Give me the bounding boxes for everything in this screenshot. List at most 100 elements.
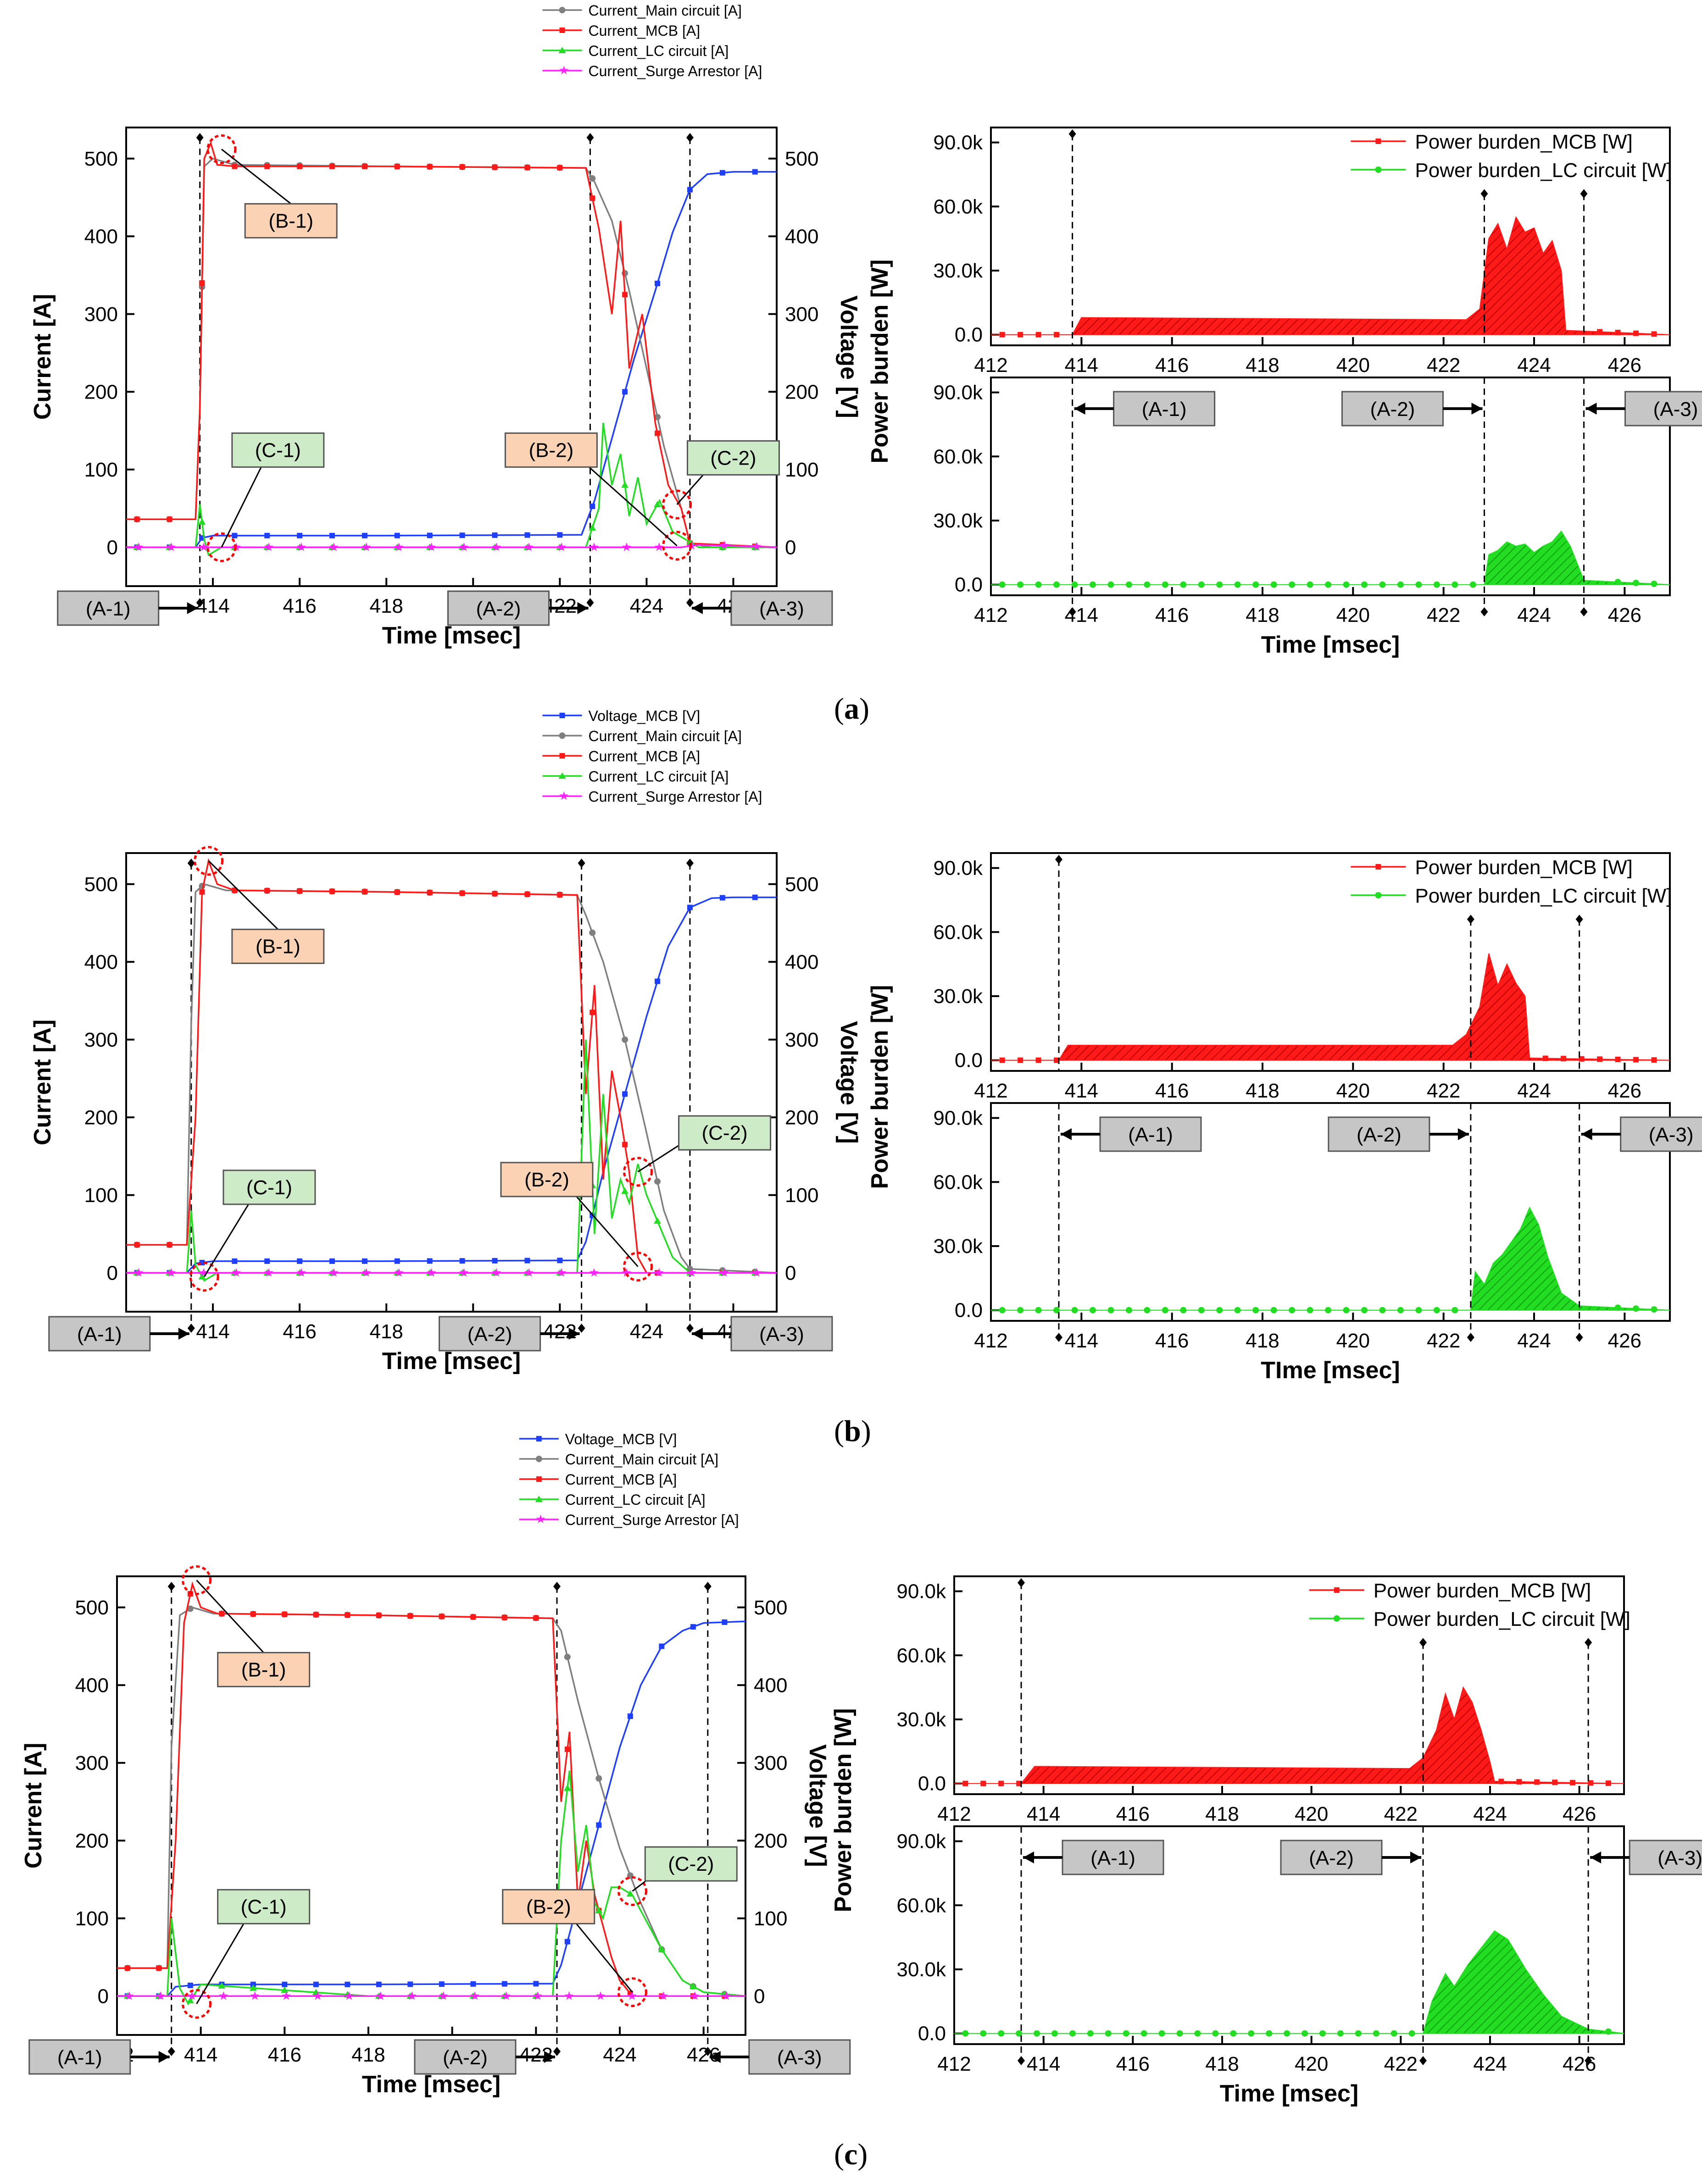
chart-c-left-1-arrow-head <box>544 2051 555 2063</box>
chart-a-left-series-marker-3 <box>654 501 662 508</box>
chart-b-right-sub0-marker <box>1633 1057 1639 1063</box>
chart-b-left-ytick-label: 400 <box>84 951 118 973</box>
chart-a-left-annotation-leader-0 <box>221 149 292 205</box>
chart-c-right-1-arrow-label: (A-2) <box>1309 1847 1354 1869</box>
chart-c-left-series-marker-4: ★ <box>155 1989 166 2002</box>
chart-c-left-ylabel: Current [A] <box>20 1743 47 1868</box>
chart-c-left-legend-label-1: Current_Main circuit [A] <box>565 1451 718 1468</box>
chart-b-right-2-arrow-label: (A-3) <box>1649 1124 1694 1146</box>
chart-a-right-sub0-marker <box>1035 332 1041 338</box>
chart-c-left-annotation-circle-0 <box>182 1565 212 1595</box>
chart-b-right-sub0-marker <box>1615 1056 1621 1062</box>
chart-a-left-series-marker-0 <box>232 532 238 538</box>
chart-a-left-1-arrow-head <box>577 602 589 614</box>
chart-b-left-annotation-circle-0 <box>194 846 224 876</box>
chart-b-left-series-0 <box>126 894 777 1276</box>
chart-a-right-sub1-marker <box>1090 581 1096 588</box>
chart-a-left-series-marker-0 <box>459 532 465 538</box>
chart-b-right-sub1-marker <box>1343 1307 1350 1314</box>
chart-c-right-sub1-marker <box>1230 2030 1237 2037</box>
chart-b-right-sub1-marker <box>999 1307 1006 1314</box>
chart-c-left-series-marker-0 <box>470 1981 476 1987</box>
chart-b-right-sub1-marker <box>1361 1307 1368 1314</box>
chart-c-left-series-marker-3 <box>281 1986 289 1993</box>
chart-c-left-annotation-circle-1 <box>182 1989 212 2019</box>
chart-a-right-1-arrow-head <box>1471 403 1483 415</box>
chart-c-left-legend-marker-1 <box>535 1456 542 1462</box>
chart-c-left-series-marker-2 <box>313 1612 319 1618</box>
chart-b-left-ytick-label: 100 <box>84 1184 118 1207</box>
chart-a-left-annotation-label-2: (B-2) <box>529 439 574 461</box>
chart-c-right-sub0-marker <box>1016 1780 1022 1786</box>
chart-c-right-sub1-marker <box>1373 2030 1379 2037</box>
chart-c-right-sub1-xtick-label: 426 <box>1563 2053 1596 2075</box>
chart-b-right-sub1-marker <box>1071 1307 1078 1314</box>
chart-b-left-annotation-box-1 <box>222 1170 316 1205</box>
chart-c-right-sub1-marker <box>1034 2030 1040 2037</box>
chart-a-right-sub1-xtick-label: 422 <box>1427 604 1460 626</box>
chart-a-left-series-marker-4: ★ <box>263 540 274 554</box>
chart-a-right-sub0-marker <box>1018 332 1023 338</box>
chart-a-right-sub1-marker <box>1379 581 1386 588</box>
chart-a-right-sub1-marker <box>1397 581 1404 588</box>
chart-a-right-sub0-ytick-label: 90.0k <box>933 132 983 154</box>
chart-b-right-sub0-area <box>991 953 1670 1061</box>
chart-a-right-sub1-marker <box>999 581 1006 588</box>
chart-a-left-annotation-label-1: (C-1) <box>255 439 301 461</box>
chart-c-left-series-marker-1 <box>595 1775 602 1782</box>
chart-a-right-sub0-xtick-label: 424 <box>1517 354 1551 377</box>
chart-c-right-sub1-ytick-label: 60.0k <box>896 1894 946 1917</box>
chart-c-right-sub1-marker <box>1605 2028 1612 2035</box>
chart-c-left-vline-marker-top <box>704 1582 712 1591</box>
chart-c-left-series-marker-0 <box>596 1822 602 1828</box>
chart-c-right-sub0-area <box>954 1686 1624 1784</box>
chart-a-right-legend-marker-1 <box>1375 166 1382 173</box>
chart-c-left-series-marker-4: ★ <box>218 1989 228 2002</box>
chart-a-right-sub0-ytick-label: 30.0k <box>933 260 983 282</box>
chart-b-left-ytick-label: 300 <box>84 1029 118 1051</box>
chart-b-left-annotation-circle-2 <box>623 1252 653 1282</box>
chart-a-right-xlabel: Time [msec] <box>1261 632 1400 658</box>
chart-c-right-sub0-marker <box>998 1780 1004 1786</box>
chart-b-right-sub1-marker <box>1144 1307 1151 1314</box>
chart-a-left-series-marker-4: ★ <box>556 540 567 554</box>
chart-b-right-sub0-marker <box>1542 1055 1548 1061</box>
chart-c-left-2-arrow-head <box>709 2051 721 2063</box>
chart-c-right-sub0-xtick-label: 426 <box>1563 1803 1596 1825</box>
chart-b-left-vline-marker-top <box>187 859 195 868</box>
chart-c-left-y2tick-label: 100 <box>754 1907 787 1930</box>
chart-b-right-sub1-ytick-label: 90.0k <box>933 1107 983 1130</box>
chart-c-left-annotation-label-0: (B-1) <box>241 1658 286 1681</box>
chart-b-right-sub1-marker <box>1053 1307 1060 1314</box>
chart-b-left-series-marker-4: ★ <box>296 1265 306 1279</box>
chart-a-left-series-marker-2 <box>134 516 140 522</box>
chart-b-left-series-marker-4: ★ <box>686 1265 697 1279</box>
chart-b-left-series-marker-4: ★ <box>751 1265 762 1279</box>
chart-b-right-sub1-area <box>991 1206 1670 1311</box>
chart-a-left-annotation-circle-3 <box>662 489 692 520</box>
chart-c-left-series-marker-4: ★ <box>532 1989 543 2002</box>
chart-c-right-sub1-marker <box>1123 2030 1129 2037</box>
chart-c-left-series-marker-4: ★ <box>187 1989 197 2002</box>
chart-c-right-legend-label-1: Power burden_LC circuit [W] <box>1374 1608 1630 1630</box>
chart-b-left-series-marker-2 <box>492 891 498 897</box>
chart-a-left-ytick-label: 0 <box>107 536 118 559</box>
chart-c-left-2-arrow-label: (A-3) <box>777 2046 822 2069</box>
chart-b-right-sub1-xtick-label: 426 <box>1608 1330 1641 1352</box>
chart-c-left-y2tick-label: 200 <box>754 1829 787 1852</box>
chart-a-left-series-marker-2 <box>167 516 172 522</box>
chart-c-left-annotation-leader-0 <box>196 1580 264 1653</box>
chart-c-left-series-marker-2 <box>156 1965 162 1971</box>
chart-a-right-sub1-marker <box>1614 579 1621 586</box>
panel-label-c: (c) <box>834 2137 868 2172</box>
chart-c-left-series-marker-2 <box>501 1614 507 1620</box>
chart-a-left-series-marker-4: ★ <box>491 540 502 554</box>
chart-b-right-sub1-marker <box>1379 1307 1386 1314</box>
chart-c-right-2-arrow-label: (A-3) <box>1658 1847 1702 1869</box>
chart-a-left-series-marker-0 <box>297 532 303 538</box>
chart-c-left-ytick-label: 200 <box>75 1829 109 1852</box>
chart-a-left-ytick-label: 200 <box>84 381 118 403</box>
chart-b-left-series-marker-1 <box>654 1178 661 1185</box>
chart-c-right-sub1-xtick-label: 424 <box>1473 2053 1507 2075</box>
chart-b-right-sub1-ytick-label: 30.0k <box>933 1235 983 1258</box>
